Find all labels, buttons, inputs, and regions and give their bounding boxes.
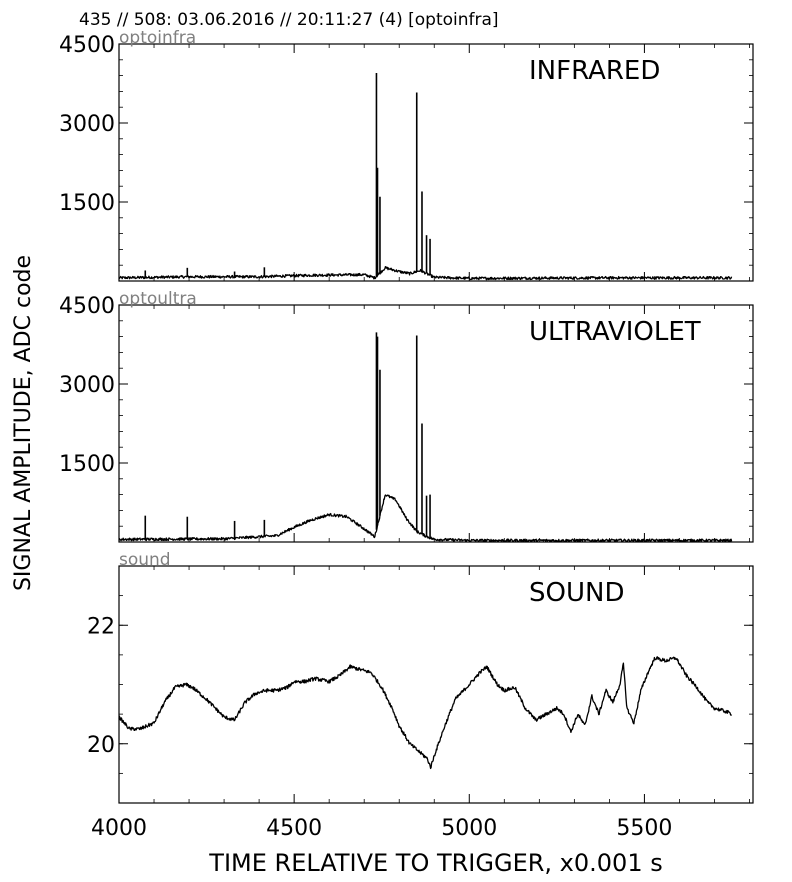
- x-tick-label: 4500: [266, 816, 322, 841]
- ultraviolet-series-line: [118, 494, 733, 543]
- infrared-title: INFRARED: [529, 56, 660, 86]
- x-tick-label: 4000: [91, 816, 147, 841]
- ultraviolet-frame: [118, 304, 754, 543]
- sound-source-label: sound: [119, 550, 171, 570]
- infrared-y-tick-label: 1500: [59, 191, 115, 216]
- sound-y-tick-label: 20: [87, 733, 115, 758]
- infrared-y-tick-label: 4500: [59, 33, 115, 58]
- sound-y-tick-label: 22: [87, 614, 115, 639]
- chart-header: 435 // 508: 03.06.2016 // 20:11:27 (4) […: [79, 10, 499, 30]
- infrared-source-label: optoinfra: [119, 28, 196, 48]
- x-tick-label: 5500: [616, 816, 672, 841]
- panel-infrared: optoinfra INFRARED 1500 3000 4500: [59, 28, 754, 282]
- y-axis-label: SIGNAL AMPLITUDE, ADC code: [11, 255, 36, 591]
- ultraviolet-title: ULTRAVIOLET: [529, 317, 701, 347]
- sound-title: SOUND: [529, 578, 624, 608]
- infrared-series-line: [118, 265, 733, 281]
- sound-series-line: [118, 656, 733, 770]
- ultraviolet-y-tick-label: 1500: [59, 452, 115, 477]
- x-tick-label: 5000: [441, 816, 497, 841]
- panel-ultraviolet: optoultra ULTRAVIOLET 1500 3000 4500: [59, 289, 754, 543]
- infrared-frame: [118, 43, 754, 282]
- ultraviolet-source-label: optoultra: [119, 289, 197, 309]
- x-axis-label: TIME RELATIVE TO TRIGGER, x0.001 s: [208, 849, 662, 877]
- panel-sound: sound SOUND 20 22: [87, 550, 754, 804]
- ultraviolet-y-tick-label: 4500: [59, 294, 115, 319]
- ultraviolet-y-tick-label: 3000: [59, 373, 115, 398]
- infrared-y-tick-label: 3000: [59, 112, 115, 137]
